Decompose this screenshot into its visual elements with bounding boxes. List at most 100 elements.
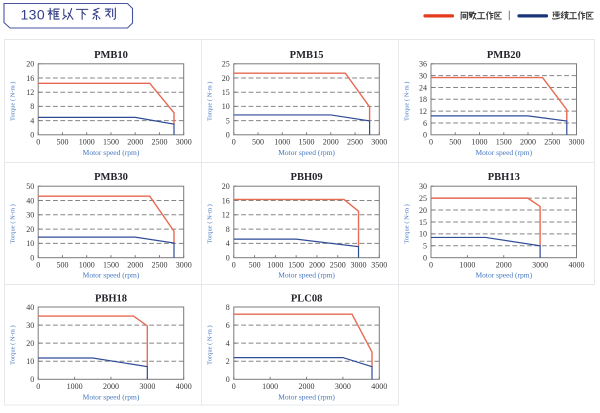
svg-text:24: 24 (419, 83, 427, 92)
svg-text:2500: 2500 (330, 260, 346, 269)
svg-text:0: 0 (232, 382, 236, 391)
svg-text:3000: 3000 (176, 137, 192, 146)
svg-text:0: 0 (232, 137, 236, 146)
svg-text:0: 0 (226, 375, 230, 384)
svg-text:Motor speed (rpm): Motor speed (rpm) (278, 271, 335, 280)
svg-text:0: 0 (226, 254, 230, 263)
svg-text:20: 20 (222, 74, 230, 83)
svg-text:2000: 2000 (103, 382, 119, 391)
svg-text:3000: 3000 (176, 260, 192, 269)
svg-text:1000: 1000 (472, 137, 488, 146)
svg-text:2500: 2500 (151, 137, 167, 146)
svg-text:0: 0 (423, 131, 427, 140)
svg-text:Torque ( N-m ): Torque ( N-m ) (207, 204, 214, 243)
svg-text:Torque ( N-m ): Torque ( N-m ) (207, 82, 214, 121)
svg-text:2000: 2000 (496, 260, 512, 269)
svg-text:1000: 1000 (459, 260, 475, 269)
svg-text:0: 0 (30, 131, 34, 140)
svg-text:1000: 1000 (274, 137, 290, 146)
svg-text:130: 130 (21, 7, 46, 23)
svg-text:0: 0 (429, 260, 433, 269)
svg-text:2000: 2000 (299, 382, 315, 391)
svg-text:30: 30 (419, 182, 427, 191)
svg-text:PMB10: PMB10 (94, 50, 128, 61)
svg-text:PMB15: PMB15 (290, 50, 324, 61)
svg-text:0: 0 (226, 131, 230, 140)
svg-text:10: 10 (419, 230, 427, 239)
svg-text:30: 30 (26, 321, 34, 330)
svg-text:1500: 1500 (496, 137, 512, 146)
svg-text:1000: 1000 (67, 382, 83, 391)
svg-text:PBH09: PBH09 (291, 172, 323, 183)
svg-text:1500: 1500 (103, 260, 119, 269)
svg-text:15: 15 (222, 88, 230, 97)
svg-text:Motor speed (rpm): Motor speed (rpm) (278, 148, 335, 157)
svg-text:10: 10 (26, 357, 34, 366)
svg-text:16: 16 (222, 196, 230, 205)
svg-text:3000: 3000 (371, 137, 387, 146)
svg-text:18: 18 (419, 95, 427, 104)
svg-text:3000: 3000 (335, 382, 351, 391)
svg-text:3000: 3000 (139, 382, 155, 391)
svg-text:20: 20 (26, 60, 34, 69)
svg-text:6: 6 (423, 119, 427, 128)
svg-text:5: 5 (423, 242, 427, 251)
svg-text:30: 30 (26, 211, 34, 220)
svg-text:12: 12 (26, 88, 34, 97)
svg-text:20: 20 (419, 206, 427, 215)
svg-text:4000: 4000 (176, 382, 192, 391)
svg-text:8: 8 (226, 303, 230, 312)
svg-text:Torque ( N-m ): Torque ( N-m ) (10, 325, 17, 364)
svg-text:10: 10 (26, 239, 34, 248)
svg-text:Motor speed (rpm): Motor speed (rpm) (475, 148, 532, 157)
svg-text:2000: 2000 (520, 137, 536, 146)
svg-text:5: 5 (226, 116, 230, 125)
svg-text:0: 0 (429, 137, 433, 146)
svg-text:4: 4 (30, 116, 34, 125)
svg-text:0: 0 (36, 382, 40, 391)
svg-text:Torque ( N-m ): Torque ( N-m ) (10, 204, 17, 243)
svg-text:1000: 1000 (79, 260, 95, 269)
svg-text:4000: 4000 (371, 382, 387, 391)
svg-text:Torque ( N-m ): Torque ( N-m ) (404, 204, 411, 243)
svg-text:500: 500 (252, 137, 264, 146)
svg-text:500: 500 (249, 260, 261, 269)
svg-text:2000: 2000 (127, 260, 143, 269)
svg-text:10: 10 (222, 102, 230, 111)
svg-text:12: 12 (222, 211, 230, 220)
svg-text:0: 0 (423, 254, 427, 263)
svg-text:Motor speed (rpm): Motor speed (rpm) (278, 392, 335, 401)
svg-text:3500: 3500 (371, 260, 387, 269)
svg-text:3000: 3000 (532, 260, 548, 269)
svg-text:Motor speed (rpm): Motor speed (rpm) (475, 271, 532, 280)
svg-text:40: 40 (26, 303, 34, 312)
svg-text:0: 0 (30, 254, 34, 263)
svg-text:2500: 2500 (151, 260, 167, 269)
svg-text:Torque ( N-m ): Torque ( N-m ) (10, 82, 17, 121)
svg-text:8: 8 (30, 102, 34, 111)
svg-text:PBH13: PBH13 (488, 172, 520, 183)
svg-text:12: 12 (419, 107, 427, 116)
svg-text:30: 30 (419, 71, 427, 80)
svg-text:6: 6 (226, 321, 230, 330)
svg-text:PMB30: PMB30 (94, 172, 128, 183)
svg-text:PBH18: PBH18 (95, 294, 127, 305)
svg-text:20: 20 (222, 182, 230, 191)
svg-text:Motor speed (rpm): Motor speed (rpm) (83, 271, 140, 280)
svg-text:0: 0 (232, 260, 236, 269)
svg-text:40: 40 (26, 196, 34, 205)
svg-text:4000: 4000 (569, 260, 585, 269)
svg-text:1500: 1500 (288, 260, 304, 269)
svg-text:8: 8 (226, 225, 230, 234)
svg-text:20: 20 (26, 225, 34, 234)
svg-text:3000: 3000 (351, 260, 367, 269)
svg-text:2: 2 (226, 357, 230, 366)
svg-text:1500: 1500 (299, 137, 315, 146)
svg-text:4: 4 (226, 239, 230, 248)
svg-text:20: 20 (26, 339, 34, 348)
svg-text:3000: 3000 (569, 137, 585, 146)
svg-text:25: 25 (419, 194, 427, 203)
svg-text:2000: 2000 (323, 137, 339, 146)
svg-text:500: 500 (56, 137, 68, 146)
svg-text:4: 4 (226, 339, 230, 348)
